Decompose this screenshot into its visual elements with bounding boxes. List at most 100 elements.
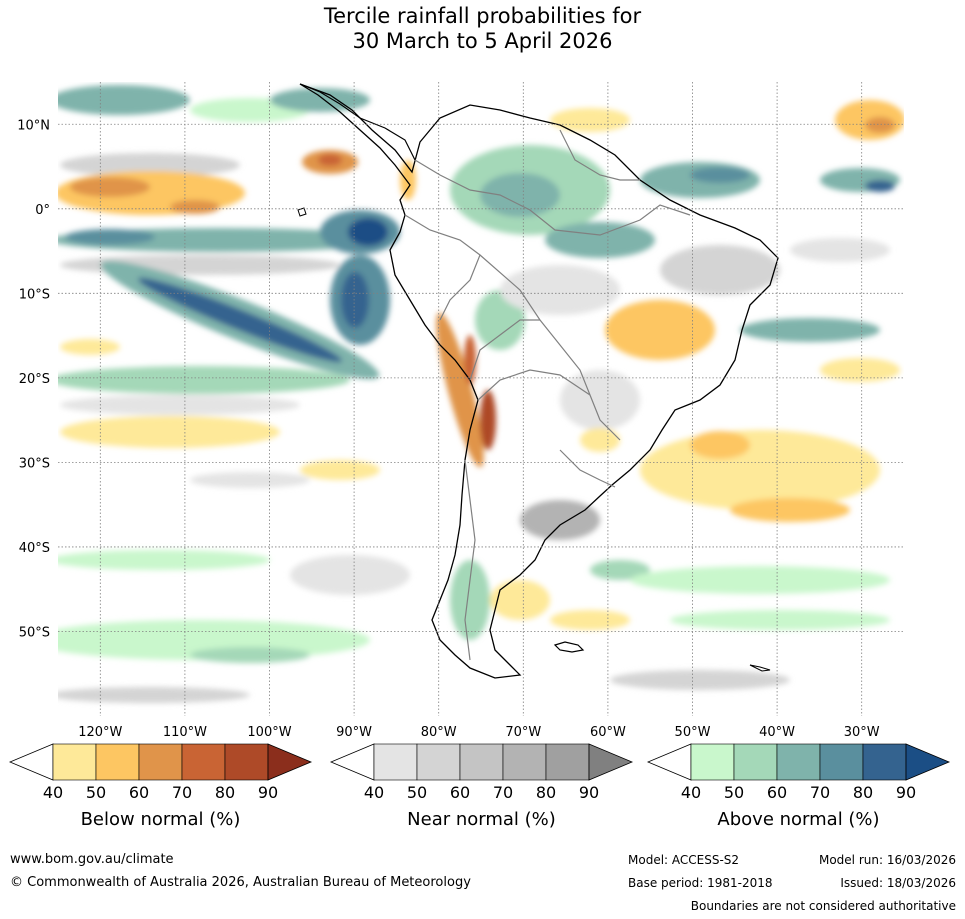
near-normal-region xyxy=(610,670,790,690)
colorbar-tick-label: 40 xyxy=(364,783,384,802)
above-normal-region xyxy=(690,167,750,183)
colorbars: 40 50 60 70 80 90 Below normal (%) 40 50 60 70 80 90… xyxy=(8,743,951,830)
below-normal-region xyxy=(550,610,630,630)
colorbar-tick-label: 80 xyxy=(536,783,556,802)
near-normal-region xyxy=(500,265,620,315)
coastline-central-america xyxy=(299,83,416,161)
colorbar-tick-label: 90 xyxy=(579,783,599,802)
longitude-label: 40°W xyxy=(759,725,795,740)
colorbar-extend-low xyxy=(329,743,375,781)
coastline-south-america xyxy=(299,83,779,679)
colorbar: 40 50 60 70 80 90 Above normal (%) xyxy=(646,743,951,830)
galapagos-islands xyxy=(297,207,307,217)
above-normal-region xyxy=(58,366,350,394)
below-normal-region xyxy=(464,335,476,385)
above-normal-region xyxy=(590,560,650,580)
above-normal-region xyxy=(545,222,655,258)
above-normal-region xyxy=(65,229,155,245)
below-normal-region xyxy=(300,460,380,480)
colorbar-segment xyxy=(52,743,97,781)
colorbar-segment xyxy=(690,743,735,781)
border-line xyxy=(464,459,476,661)
colorbar-title: Near normal (%) xyxy=(407,809,556,830)
colorbar-segment xyxy=(373,743,418,781)
colorbar-segment xyxy=(819,743,864,781)
colorbar-tick-label: 50 xyxy=(407,783,427,802)
colorbar-segment xyxy=(95,743,140,781)
colorbar: 40 50 60 70 80 90 Near normal (%) xyxy=(329,743,634,830)
below-normal-region xyxy=(865,117,895,133)
colorbar-title: Above normal (%) xyxy=(717,809,879,830)
colorbar-extend-low xyxy=(8,743,54,781)
colorbar-tick-label: 90 xyxy=(258,783,278,802)
above-normal-region xyxy=(348,218,388,246)
colorbar: 40 50 60 70 80 90 Below normal (%) xyxy=(8,743,313,830)
longitude-label: 50°W xyxy=(675,725,711,740)
footer-copyright: © Commonwealth of Australia 2026, Austra… xyxy=(10,875,471,890)
colorbar-segment xyxy=(502,743,547,781)
title-line-1: Tercile rainfall probabilities for xyxy=(323,4,642,28)
colorbar-segment xyxy=(459,743,504,781)
border-line xyxy=(414,159,691,236)
colorbar-segment xyxy=(138,743,183,781)
above-normal-region xyxy=(137,277,343,363)
above-normal-region xyxy=(58,85,190,115)
latitude-labels: 10°N 0° 10°S 20°S 30°S 40°S 50°S xyxy=(17,118,50,640)
longitude-label: 100°W xyxy=(247,725,291,740)
south-georgia xyxy=(749,664,771,672)
colorbar-tick-label: 40 xyxy=(681,783,701,802)
above-normal-region xyxy=(630,566,890,594)
colorbar-tick-label: 70 xyxy=(493,783,513,802)
near-normal-region xyxy=(58,687,250,703)
below-normal-region xyxy=(640,430,880,510)
latitude-label: 30°S xyxy=(19,456,50,471)
colorbar-segment xyxy=(862,743,907,781)
latitude-label: 40°S xyxy=(19,541,50,556)
near-normal-region xyxy=(60,395,300,415)
below-normal-region xyxy=(480,390,496,450)
below-normal-region xyxy=(580,428,620,452)
longitude-label: 120°W xyxy=(78,725,122,740)
chart-title: Tercile rainfall probabilities for 30 Ma… xyxy=(0,4,965,54)
above-normal-region xyxy=(450,560,490,640)
latitude-label: 50°S xyxy=(19,625,50,640)
above-normal-region xyxy=(190,647,310,663)
colorbar-tick-label: 70 xyxy=(810,783,830,802)
below-normal-region xyxy=(730,498,850,522)
near-normal-region xyxy=(190,472,310,488)
near-normal-region xyxy=(660,245,780,295)
below-normal-region xyxy=(550,108,630,132)
longitude-label: 70°W xyxy=(505,725,541,740)
above-normal-region xyxy=(58,550,270,570)
footer-boundaries-note: Boundaries are not considered authoritat… xyxy=(690,899,956,913)
colorbar-tick-label: 40 xyxy=(43,783,63,802)
below-normal-region xyxy=(690,431,750,459)
below-normal-region xyxy=(60,339,120,355)
title-line-2: 30 March to 5 April 2026 xyxy=(352,29,613,53)
colorbar-extend-low xyxy=(646,743,692,781)
colorbar-segment xyxy=(776,743,821,781)
footer-url[interactable]: www.bom.gov.au/climate xyxy=(10,852,174,867)
colorbar-extend-high xyxy=(905,743,951,781)
colorbar-tick-label: 60 xyxy=(129,783,149,802)
colorbar-tick-label: 50 xyxy=(724,783,744,802)
colorbar-segment xyxy=(224,743,269,781)
longitude-label: 30°W xyxy=(844,725,880,740)
border-line xyxy=(559,129,640,181)
colorbar-tick-label: 50 xyxy=(86,783,106,802)
above-normal-region xyxy=(865,180,895,192)
near-normal-region xyxy=(520,500,600,540)
border-line xyxy=(477,369,591,401)
below-normal-region xyxy=(820,358,900,382)
longitude-label: 90°W xyxy=(336,725,372,740)
colorbar-tick-label: 60 xyxy=(767,783,787,802)
colorbar-extend-high xyxy=(267,743,313,781)
below-normal-region xyxy=(170,200,220,214)
colorbar-tick-label: 60 xyxy=(450,783,470,802)
above-normal-region xyxy=(670,610,890,630)
longitude-label: 110°W xyxy=(163,725,207,740)
border-line xyxy=(559,449,616,488)
footer-base-period: Base period: 1981-2018 xyxy=(628,876,773,890)
below-normal-region xyxy=(490,580,550,620)
longitude-labels: 120°W 110°W 100°W 90°W 80°W 70°W 60°W 50°W 40°W 3… xyxy=(78,725,880,740)
